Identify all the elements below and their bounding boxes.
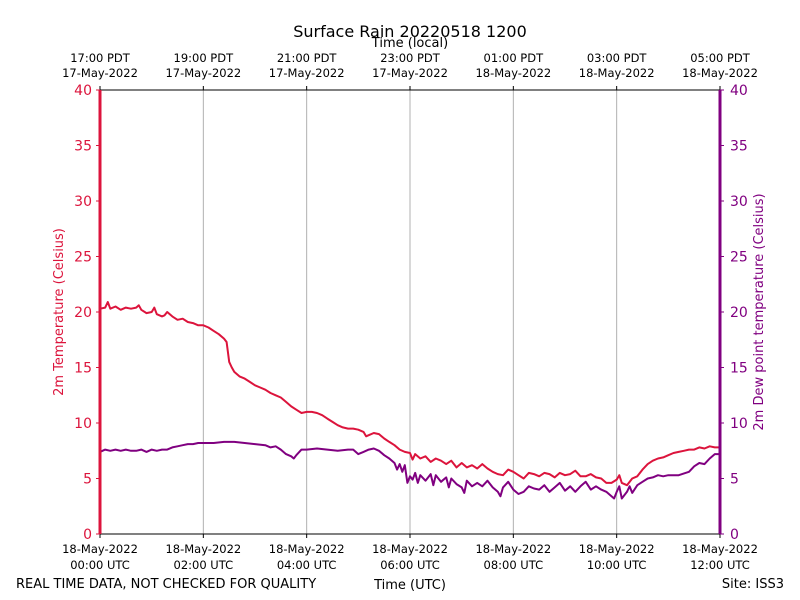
y-tick-label-right: 35 (730, 139, 748, 155)
top-tick-label-time: 05:00 PDT (690, 51, 751, 65)
top-tick-label-date: 17-May-2022 (372, 66, 448, 80)
x-tick-label-date: 18-May-2022 (165, 542, 241, 556)
y-tick-label-right: 5 (730, 472, 739, 488)
top-tick-label-time: 21:00 PDT (277, 51, 338, 65)
top-tick-label-date: 18-May-2022 (579, 66, 655, 80)
y-tick-label-left: 5 (83, 472, 92, 488)
top-tick-label-time: 03:00 PDT (587, 51, 648, 65)
y-tick-label-left: 40 (74, 83, 92, 99)
site-label: Site: ISS3 (722, 577, 784, 592)
top-tick-label-date: 17-May-2022 (165, 66, 241, 80)
x-tick-label-date: 18-May-2022 (372, 542, 448, 556)
x-tick-label-date: 18-May-2022 (269, 542, 345, 556)
y-tick-label-right: 25 (730, 250, 748, 266)
series-lines (99, 301, 720, 500)
gridlines (202, 90, 618, 534)
x-tick-label-time: 12:00 UTC (690, 558, 750, 572)
x-tick-label-time: 06:00 UTC (380, 558, 440, 572)
x-tick-label-date: 18-May-2022 (682, 542, 758, 556)
top-axis-label: Time (local) (371, 36, 448, 51)
right-y-axis-label: 2m Dew point temperature (Celsius) (752, 193, 767, 430)
x-tick-label-date: 18-May-2022 (475, 542, 551, 556)
axes: 18-May-2022 00:00 UTC 18-May-2022 02:00 UTC… (62, 51, 758, 572)
y-tick-label-right: 15 (730, 361, 748, 377)
x-tick-label-time: 10:00 UTC (587, 558, 647, 572)
top-tick-label-time: 23:00 PDT (380, 51, 441, 65)
y-tick-label-left: 15 (74, 361, 92, 377)
x-tick-label-time: 02:00 UTC (174, 558, 234, 572)
chart-title: Surface Rain 20220518 1200 (293, 22, 527, 41)
x-tick-label-time: 08:00 UTC (484, 558, 544, 572)
y-tick-label-left: 20 (74, 305, 92, 321)
top-tick-label-time: 01:00 PDT (484, 51, 545, 65)
quality-disclaimer: REAL TIME DATA, NOT CHECKED FOR QUALITY (16, 577, 316, 592)
top-tick-label-time: 19:00 PDT (174, 51, 235, 65)
y-tick-label-left: 30 (74, 194, 92, 210)
y-tick-label-right: 20 (730, 305, 748, 321)
x-tick-label-time: 00:00 UTC (70, 558, 130, 572)
top-tick-label-date: 17-May-2022 (62, 66, 138, 80)
top-tick-label-date: 18-May-2022 (475, 66, 551, 80)
series-line-2m-temperature (99, 301, 720, 487)
x-tick-label-date: 18-May-2022 (579, 542, 655, 556)
y-tick-label-left: 25 (74, 250, 92, 266)
top-tick-label-date: 17-May-2022 (269, 66, 345, 80)
y-tick-label-left: 0 (83, 527, 92, 543)
x-tick-label-time: 04:00 UTC (277, 558, 337, 572)
series-line-2m-dew-point-temperature (99, 440, 720, 500)
y-tick-label-right: 40 (730, 83, 748, 99)
y-tick-label-right: 0 (730, 527, 739, 543)
x-tick-label-date: 18-May-2022 (62, 542, 138, 556)
top-tick-label-time: 17:00 PDT (70, 51, 131, 65)
y-tick-label-right: 10 (730, 416, 748, 432)
y-tick-label-left: 10 (74, 416, 92, 432)
x-axis-label: Time (UTC) (373, 578, 446, 593)
left-y-axis-label: 2m Temperature (Celsius) (52, 228, 67, 396)
top-tick-label-date: 18-May-2022 (682, 66, 758, 80)
y-tick-label-left: 35 (74, 139, 92, 155)
y-tick-label-right: 30 (730, 194, 748, 210)
